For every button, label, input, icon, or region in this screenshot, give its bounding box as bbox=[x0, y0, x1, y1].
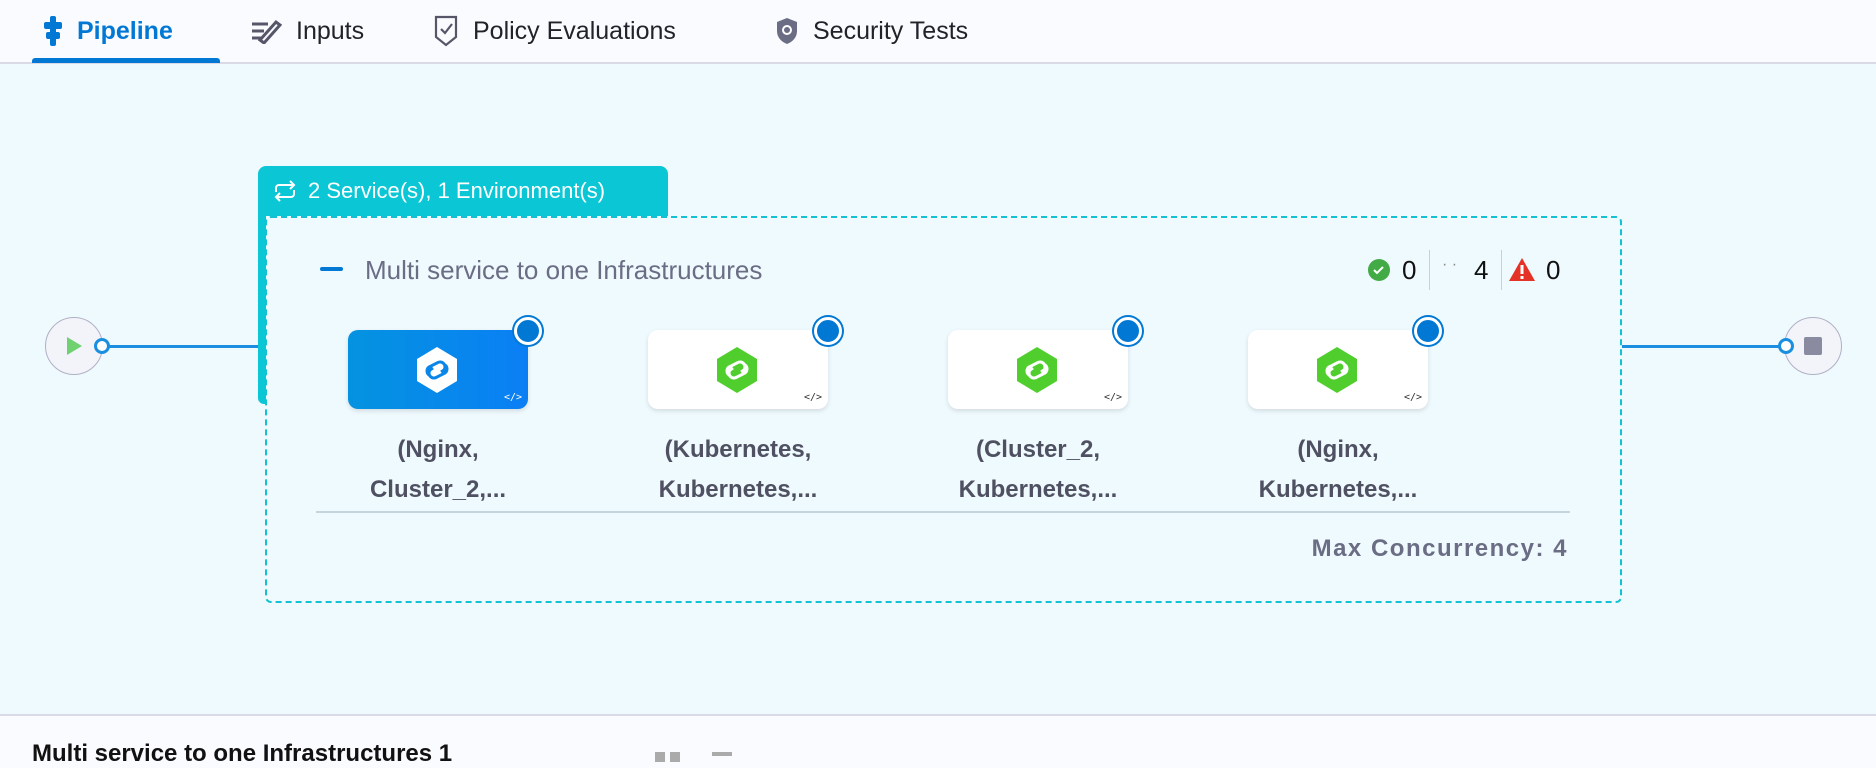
tab-inputs[interactable]: Inputs bbox=[250, 0, 364, 62]
code-icon: </> bbox=[803, 392, 822, 403]
tab-label: Inputs bbox=[296, 16, 365, 45]
tab-security-tests[interactable]: Security Tests bbox=[775, 0, 968, 62]
play-icon bbox=[67, 337, 82, 355]
pending-icon: · · bbox=[1442, 256, 1458, 273]
group-label-text: 2 Service(s), 1 Environment(s) bbox=[308, 178, 606, 203]
tab-policy-evaluations[interactable]: Policy Evaluations bbox=[433, 0, 676, 62]
service-node-label: (Cluster_2, Kubernetes,... bbox=[908, 430, 1168, 510]
service-node-label: (Nginx, Kubernetes,... bbox=[1208, 430, 1468, 510]
code-icon: </> bbox=[1103, 392, 1122, 403]
policy-icon bbox=[434, 15, 458, 47]
service-node[interactable]: </> bbox=[1248, 330, 1428, 409]
service-icon bbox=[417, 347, 457, 393]
service-node-label: (Nginx, Cluster_2,... bbox=[308, 430, 568, 510]
tab-pipeline[interactable]: Pipeline bbox=[43, 0, 173, 62]
service-node[interactable]: </> bbox=[348, 330, 528, 409]
end-node[interactable] bbox=[1784, 317, 1842, 375]
service-icon bbox=[717, 347, 757, 393]
status-indicator bbox=[1114, 317, 1142, 345]
pipeline-icon bbox=[44, 16, 62, 46]
tab-bar: Pipeline Inputs Policy Evaluations Secur… bbox=[0, 0, 1876, 64]
tab-label: Policy Evaluations bbox=[473, 16, 676, 45]
success-count: 0 bbox=[1402, 255, 1417, 285]
label-line: (Nginx, bbox=[1297, 436, 1379, 463]
service-node[interactable]: </> bbox=[948, 330, 1128, 409]
service-node[interactable]: </> bbox=[648, 330, 828, 409]
label-line: (Nginx, bbox=[397, 436, 479, 463]
label-line: (Kubernetes, bbox=[664, 436, 812, 463]
success-icon bbox=[1368, 259, 1390, 281]
code-icon: </> bbox=[503, 392, 522, 403]
label-line: Cluster_2,... bbox=[369, 476, 507, 503]
divider bbox=[1501, 250, 1502, 290]
shield-icon bbox=[777, 18, 797, 44]
max-concurrency: Max Concurrency: 4 bbox=[1311, 535, 1568, 562]
toolbar-icon[interactable] bbox=[670, 752, 680, 762]
status-indicator bbox=[514, 317, 542, 345]
stop-icon bbox=[1804, 337, 1822, 355]
service-node-label: (Kubernetes, Kubernetes,... bbox=[608, 430, 868, 510]
toolbar-icon[interactable] bbox=[655, 752, 665, 762]
details-title: Multi service to one Infrastructures 1 bbox=[32, 740, 453, 767]
status-indicator bbox=[1414, 317, 1442, 345]
connector-line bbox=[1622, 345, 1787, 348]
label-line: (Cluster_2, bbox=[975, 436, 1101, 463]
matrix-group-label[interactable]: 2 Service(s), 1 Environment(s) bbox=[258, 166, 668, 216]
separator bbox=[316, 511, 1570, 513]
active-tab-indicator bbox=[32, 58, 220, 63]
warning-icon bbox=[1509, 258, 1535, 281]
failed-count: 0 bbox=[1546, 255, 1561, 285]
service-icon bbox=[1017, 347, 1057, 393]
pending-count: 4 bbox=[1474, 255, 1489, 285]
toolbar-icon[interactable] bbox=[712, 752, 732, 756]
label-line: Kubernetes,... bbox=[958, 476, 1118, 503]
code-icon: </> bbox=[1403, 392, 1422, 403]
inputs-icon bbox=[252, 19, 282, 44]
service-icon bbox=[1317, 347, 1357, 393]
collapse-icon[interactable] bbox=[320, 267, 343, 271]
connector-line bbox=[102, 345, 262, 348]
label-line: Kubernetes,... bbox=[1258, 476, 1418, 503]
loop-icon bbox=[274, 180, 296, 202]
tab-label: Pipeline bbox=[77, 16, 173, 45]
stage-group bbox=[265, 216, 1622, 603]
group-strip bbox=[258, 210, 266, 404]
divider bbox=[1429, 250, 1430, 290]
start-node[interactable] bbox=[45, 317, 103, 375]
stage-title: Multi service to one Infrastructures bbox=[365, 255, 763, 285]
label-line: Kubernetes,... bbox=[658, 476, 818, 503]
end-port bbox=[1778, 338, 1794, 354]
status-indicator bbox=[814, 317, 842, 345]
start-port bbox=[94, 338, 110, 354]
tab-label: Security Tests bbox=[813, 16, 969, 45]
